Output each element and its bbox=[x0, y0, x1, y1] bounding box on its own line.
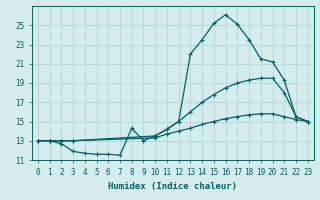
X-axis label: Humidex (Indice chaleur): Humidex (Indice chaleur) bbox=[108, 182, 237, 191]
